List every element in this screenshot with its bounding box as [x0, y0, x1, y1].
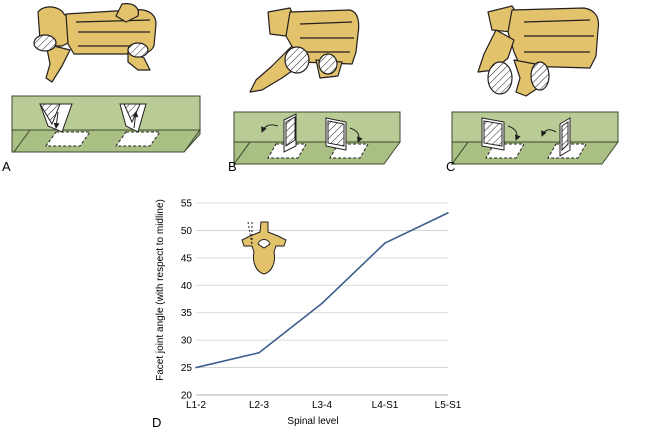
- plate-c-illustration: [451, 111, 619, 166]
- y-tick-label: 35: [181, 308, 193, 319]
- x-axis-title: Spinal level: [287, 416, 338, 427]
- facet-angle-line: [195, 212, 449, 369]
- plate-a-illustration: [11, 95, 201, 153]
- data-point: [384, 242, 386, 244]
- plate-b-illustration: [233, 111, 401, 166]
- x-tick-label: L5-S1: [435, 400, 462, 411]
- y-tick-label: 55: [181, 199, 193, 210]
- vertebra-inset-icon: [241, 221, 287, 275]
- data-point: [321, 302, 323, 305]
- x-tick-label: L1-2: [186, 400, 206, 411]
- vertebra-c-illustration: [477, 5, 600, 97]
- panel-d-label: D: [152, 415, 161, 430]
- chart-gridlines: [196, 202, 448, 396]
- panel-b: B: [228, 7, 401, 174]
- panel-c: C: [446, 5, 619, 174]
- y-tick-label: 30: [181, 336, 193, 347]
- panel-a-label: A: [2, 159, 11, 174]
- vertebra-b-illustration: [249, 7, 360, 93]
- x-tick-label: L4-S1: [372, 400, 399, 411]
- data-point: [258, 351, 260, 354]
- data-point: [195, 366, 197, 369]
- panel-d: D 20 25 30 35 40 45 50 55 L1-2 L2-3 L3-4 L4-S1 L5-S…: [152, 199, 462, 431]
- y-tick-label: 20: [181, 391, 193, 402]
- y-tick-label: 45: [181, 253, 193, 264]
- y-tick-labels: 20 25 30 35 40 45 50 55: [181, 199, 193, 402]
- y-tick-label: 40: [181, 281, 193, 292]
- x-tick-label: L2-3: [249, 400, 269, 411]
- y-axis-title: Facet joint angle (with respect to midli…: [155, 199, 166, 381]
- chart-series: [195, 212, 449, 369]
- panel-a: A: [2, 3, 201, 174]
- y-tick-label: 25: [181, 363, 193, 374]
- data-point: [447, 212, 449, 214]
- panel-b-label: B: [228, 159, 237, 174]
- vertebra-a-illustration: [33, 3, 157, 83]
- y-tick-label: 50: [181, 226, 193, 237]
- x-tick-labels: L1-2 L2-3 L3-4 L4-S1 L5-S1: [186, 400, 462, 411]
- panel-c-label: C: [446, 159, 455, 174]
- x-tick-label: L3-4: [312, 400, 332, 411]
